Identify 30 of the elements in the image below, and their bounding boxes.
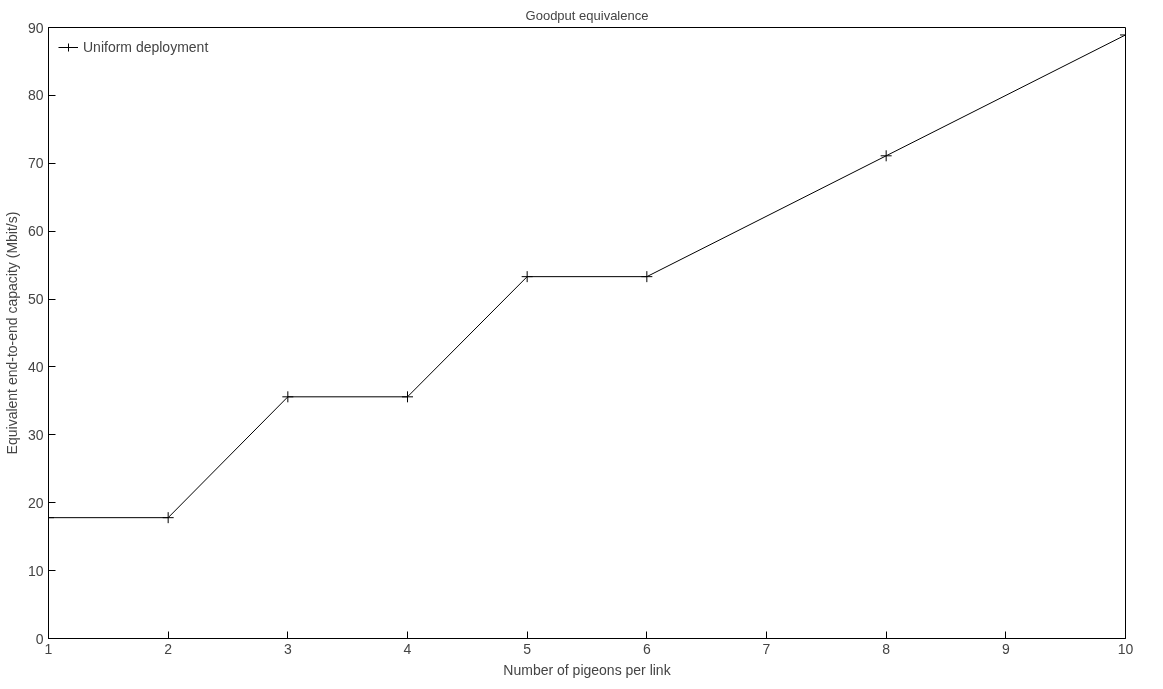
y-tick-label: 10 bbox=[27, 562, 44, 579]
y-tick-label: 40 bbox=[27, 358, 44, 375]
y-tick-label: 30 bbox=[27, 426, 44, 443]
y-tick-label: 0 bbox=[35, 630, 44, 647]
x-tick-label: 5 bbox=[523, 640, 532, 657]
x-tick-label: 4 bbox=[403, 640, 412, 657]
x-tick-label: 6 bbox=[642, 640, 651, 657]
point bbox=[162, 511, 175, 524]
point bbox=[880, 149, 893, 162]
y-tick-label: 60 bbox=[27, 223, 44, 240]
x-axis-title: Number of pigeons per link bbox=[503, 661, 672, 678]
x-tick-label: 3 bbox=[283, 640, 292, 657]
y-tick-label: 90 bbox=[27, 19, 44, 36]
x-tick-label: 8 bbox=[882, 640, 891, 657]
legend-label: Uniform deployment bbox=[83, 39, 209, 55]
y-tick-label: 80 bbox=[27, 87, 44, 104]
x-tick-label: 7 bbox=[762, 640, 771, 657]
y-tick-label: 70 bbox=[27, 155, 44, 172]
y-tick-label: 50 bbox=[27, 291, 44, 308]
x-tick-label: 2 bbox=[164, 640, 173, 657]
x-tick-label: 9 bbox=[1001, 640, 1010, 657]
x-tick-label: 10 bbox=[1117, 640, 1134, 657]
point bbox=[401, 390, 414, 403]
point bbox=[521, 270, 534, 283]
point bbox=[640, 270, 653, 283]
x-tick-label: 1 bbox=[44, 640, 53, 657]
y-tick-label: 20 bbox=[27, 494, 44, 511]
chart-title: Goodput equivalence bbox=[525, 7, 649, 23]
point bbox=[281, 390, 294, 403]
y-axis-title: Equivalent end-to-end capacity (Mbit/s) bbox=[3, 211, 20, 455]
